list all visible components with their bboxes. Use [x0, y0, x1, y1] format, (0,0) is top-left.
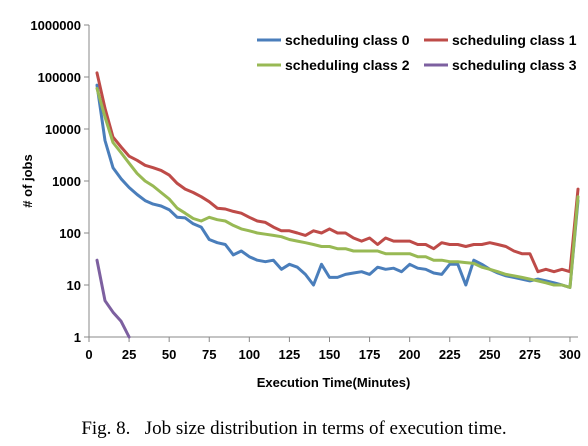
- y-axis-label: # of jobs: [20, 154, 35, 207]
- y-tick-label: 1: [74, 330, 81, 345]
- legend-label: scheduling class 3: [452, 57, 577, 73]
- legend-label: scheduling class 2: [285, 57, 410, 73]
- x-tick-label: 50: [162, 347, 176, 362]
- x-tick-label: 275: [519, 347, 541, 362]
- figure-caption: Fig. 8. Job size distribution in terms o…: [81, 418, 507, 439]
- legend: scheduling class 0 scheduling class 1 sche…: [257, 32, 577, 73]
- series-line-class-2: [95, 87, 580, 289]
- x-axis-ticks: 0 25 50 75 100 125 150 175 200 225 250 275 300: [85, 337, 581, 362]
- series-line-class-1: [95, 71, 580, 274]
- y-axis-ticks: 1 10 100 1000 10000 100000 1000000: [30, 18, 89, 345]
- x-tick-label: 100: [238, 347, 260, 362]
- x-axis-label: Execution Time(Minutes): [257, 375, 411, 390]
- x-tick-label: 150: [319, 347, 341, 362]
- x-tick-label: 250: [479, 347, 501, 362]
- series-line-class-3: [95, 258, 131, 339]
- legend-label: scheduling class 0: [285, 32, 410, 48]
- y-tick-label: 10: [67, 278, 81, 293]
- axes: [88, 25, 578, 338]
- x-tick-label: 225: [439, 347, 461, 362]
- x-tick-label: 300: [559, 347, 581, 362]
- y-tick-label: 1000000: [30, 18, 81, 33]
- series-line-class-0: [95, 83, 580, 289]
- x-tick-label: 175: [359, 347, 381, 362]
- series-group: [95, 71, 580, 339]
- x-tick-label: 125: [279, 347, 301, 362]
- x-tick-label: 0: [85, 347, 92, 362]
- legend-label: scheduling class 1: [452, 32, 577, 48]
- y-tick-label: 10000: [45, 122, 81, 137]
- y-tick-label: 1000: [52, 174, 81, 189]
- y-tick-label: 100: [59, 226, 81, 241]
- x-tick-label: 25: [122, 347, 136, 362]
- x-tick-label: 75: [202, 347, 216, 362]
- y-tick-label: 100000: [38, 70, 81, 85]
- x-tick-label: 200: [399, 347, 421, 362]
